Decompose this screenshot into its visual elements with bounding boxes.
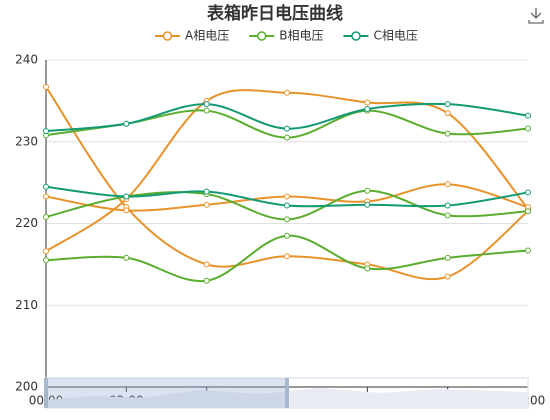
point [444, 110, 451, 117]
point [525, 125, 531, 132]
legend-label: A相电压 [185, 29, 229, 43]
y-tick-label: 220 [15, 216, 38, 230]
y-tick-label: 200 [15, 380, 38, 394]
series-line [45, 89, 529, 253]
series-line [45, 86, 529, 281]
y-tick-label: 230 [15, 134, 38, 148]
y-tick-label: 240 [15, 53, 38, 67]
point [203, 261, 210, 268]
point [444, 101, 451, 108]
point [43, 248, 49, 255]
point [43, 183, 49, 190]
point [284, 202, 290, 209]
point [525, 112, 531, 119]
legend-label: C相电压 [373, 29, 417, 43]
point [444, 130, 451, 137]
point [284, 134, 290, 141]
point [43, 128, 49, 135]
point [364, 187, 371, 194]
point [284, 232, 290, 239]
point [364, 106, 371, 113]
point [364, 201, 371, 208]
zoom-selection[interactable] [46, 378, 287, 408]
point [123, 120, 130, 127]
download-glyph[interactable] [528, 8, 544, 24]
point [123, 207, 130, 214]
point [444, 212, 451, 219]
point [43, 213, 49, 220]
y-tick-label: 210 [15, 298, 38, 312]
point [43, 257, 49, 264]
point [203, 277, 210, 284]
point [203, 101, 210, 108]
download-icon[interactable] [528, 8, 544, 24]
point [364, 99, 371, 106]
zoom-handle[interactable] [285, 378, 289, 408]
point [284, 193, 290, 200]
point [444, 202, 451, 209]
point [364, 265, 371, 272]
point [525, 247, 531, 254]
point [43, 83, 49, 90]
point [284, 216, 290, 223]
point [203, 188, 210, 195]
point [525, 208, 531, 215]
zoom-handle[interactable] [44, 378, 48, 408]
legend-label: B相电压 [279, 29, 323, 43]
point [444, 273, 451, 280]
chart-title: 表箱昨日电压曲线 [207, 3, 343, 24]
point [284, 89, 290, 96]
point [284, 253, 290, 260]
point [525, 189, 531, 196]
legend-marker [351, 31, 361, 41]
point [203, 107, 210, 114]
point [444, 254, 451, 261]
legend-marker [256, 31, 267, 41]
data-zoom[interactable] [44, 377, 529, 409]
point [43, 193, 49, 200]
legend-marker [162, 31, 173, 41]
point [123, 193, 130, 200]
point [284, 125, 290, 132]
point [123, 254, 130, 261]
point [203, 201, 210, 208]
point [444, 181, 451, 188]
